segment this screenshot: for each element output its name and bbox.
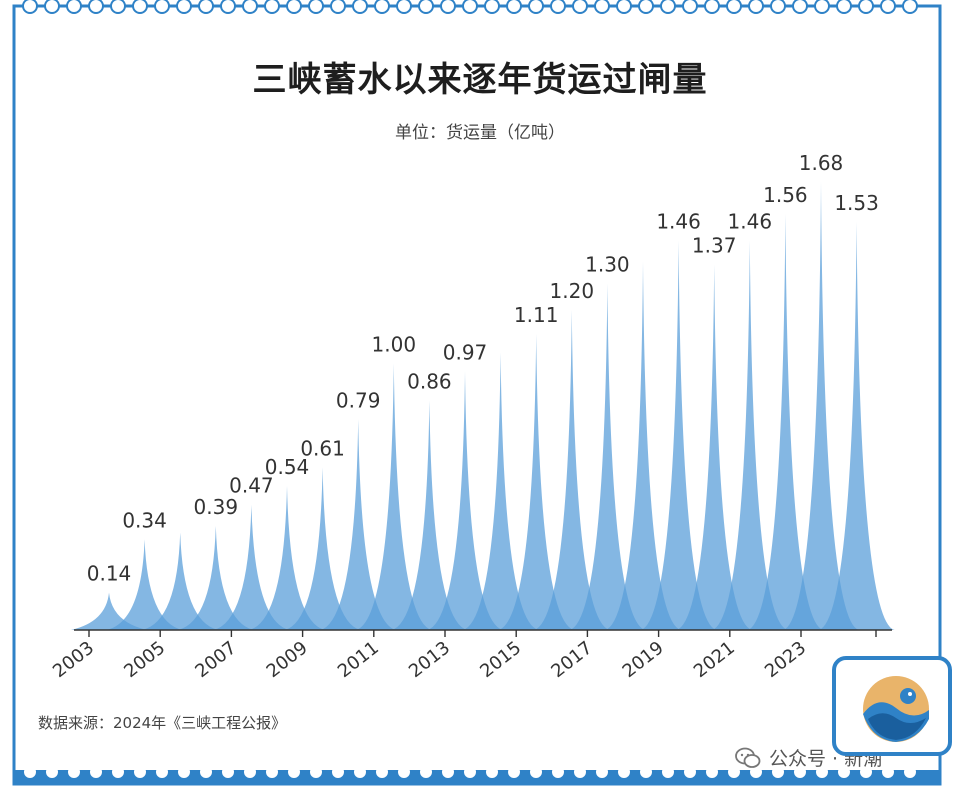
x-tick-label-2023: 2023 [761, 637, 810, 682]
x-tick-label-2011: 2011 [334, 637, 383, 682]
peak-2004 [106, 539, 183, 630]
x-tick-label-2019: 2019 [619, 637, 668, 682]
peak-2010 [320, 419, 397, 630]
peak-2016 [533, 310, 610, 630]
peak-2017 [569, 283, 646, 630]
value-label-2012: 0.86 [407, 370, 452, 394]
x-tick-label-2013: 2013 [405, 637, 454, 682]
peak-2007 [213, 504, 290, 630]
value-label-2013: 0.97 [443, 340, 488, 364]
value-label-2011: 1.00 [372, 332, 417, 356]
peak-2022 [747, 214, 824, 630]
bottom-scallop-border [14, 766, 940, 784]
unit-label: 单位：货运量（亿吨） [395, 123, 565, 143]
x-tick-label-2005: 2005 [120, 637, 169, 682]
peak-2019 [640, 240, 717, 630]
peak-2021 [711, 240, 788, 630]
peak-2012 [391, 400, 468, 630]
x-tick-label-2015: 2015 [476, 637, 525, 682]
chart-title: 三峡蓄水以来逐年货运过闸量 [252, 60, 708, 100]
peak-2013 [427, 371, 503, 630]
value-label-2024: 1.53 [834, 191, 879, 215]
value-label-2004: 0.34 [122, 508, 167, 532]
value-label-2015: 1.11 [514, 303, 559, 327]
value-label-2020: 1.37 [692, 234, 737, 258]
top-scallop-border [22, 0, 918, 14]
peak-2005 [142, 532, 219, 630]
value-label-2003: 0.14 [87, 562, 132, 586]
value-label-2010: 0.79 [336, 388, 381, 412]
peak-2011 [355, 363, 432, 630]
logo-icon [863, 676, 929, 742]
value-label-2022: 1.56 [763, 183, 808, 207]
value-label-2006: 0.39 [194, 495, 239, 519]
peak-2020 [676, 264, 753, 630]
source-note: 数据来源：2024年《三峡工程公报》 [38, 714, 287, 732]
x-tick-label-2017: 2017 [547, 637, 596, 682]
peak-2015 [498, 334, 575, 630]
value-label-2019: 1.46 [656, 210, 701, 234]
peaks-group [71, 182, 895, 630]
x-tick-label-2009: 2009 [263, 637, 312, 682]
peak-2024 [818, 222, 895, 630]
x-tick-label-2003: 2003 [49, 637, 98, 682]
peak-2023 [783, 182, 859, 630]
logo-box [832, 656, 952, 756]
wechat-icon [735, 747, 761, 768]
value-label-2021: 1.46 [728, 210, 773, 234]
value-label-2009: 0.61 [300, 436, 345, 460]
x-tick-label-2021: 2021 [690, 637, 739, 682]
peak-2008 [249, 486, 325, 630]
value-label-2023: 1.68 [799, 151, 844, 175]
value-label-2008: 0.54 [265, 455, 310, 479]
x-tick-label-2007: 2007 [191, 637, 240, 682]
peak-2003 [71, 592, 147, 630]
peak-2009 [284, 467, 361, 630]
value-label-2007: 0.47 [229, 474, 274, 498]
value-label-2017: 1.30 [585, 252, 630, 276]
peak-2018 [605, 262, 681, 630]
peak-2014 [462, 352, 539, 630]
value-label-2016: 1.20 [550, 279, 595, 303]
peak-2006 [177, 526, 254, 630]
